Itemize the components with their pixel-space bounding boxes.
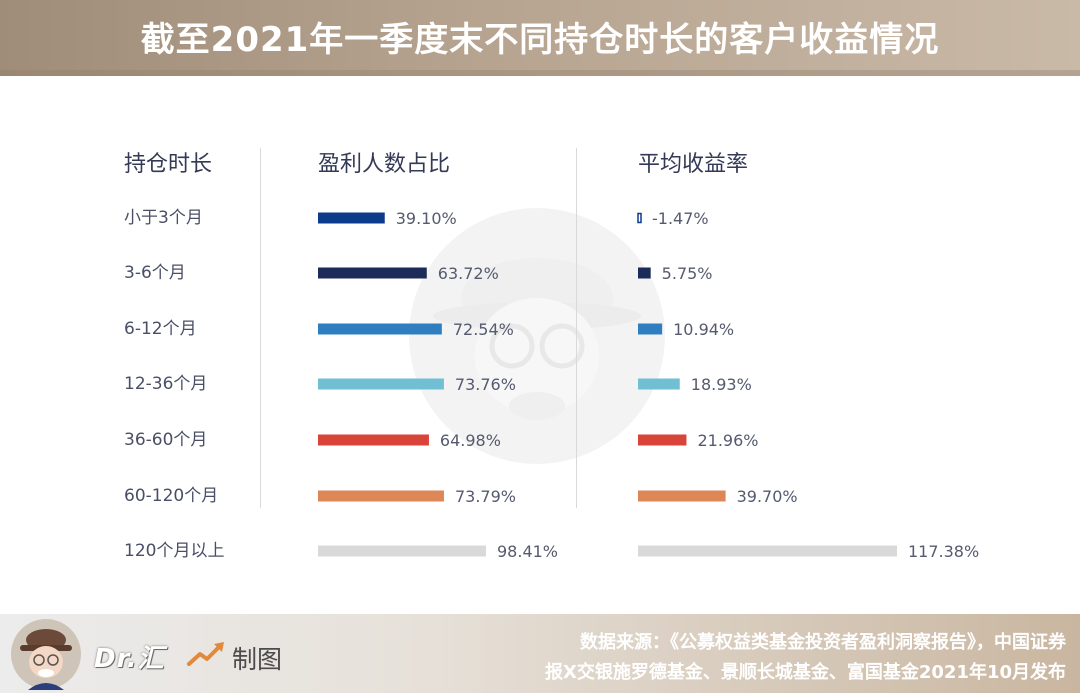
value-label-profit-ratio-2: 72.54% xyxy=(453,320,514,339)
brand-name: Dr.汇 xyxy=(94,644,165,674)
bar-profit-ratio-0 xyxy=(318,212,385,224)
bar-avg-return-4 xyxy=(638,434,687,446)
bar-profit-ratio-1 xyxy=(318,267,427,279)
bar-avg-return-5 xyxy=(638,490,726,502)
value-label-profit-ratio-4: 64.98% xyxy=(440,431,501,450)
value-label-profit-ratio-0: 39.10% xyxy=(396,209,457,228)
source-line-1: 数据来源：《公募权益类基金投资者盈利洞察报告》，中国证券 xyxy=(580,632,1066,653)
footer-bar: Dr.汇 制图 数据来源：《公募权益类基金投资者盈利洞察报告》，中国证券 报X交… xyxy=(0,614,1080,693)
value-label-avg-return-6: 117.38% xyxy=(908,542,979,561)
bar-profit-ratio-4 xyxy=(318,434,429,446)
value-label-profit-ratio-3: 73.76% xyxy=(455,375,516,394)
bar-avg-return-0 xyxy=(637,212,642,224)
avatar-icon xyxy=(11,619,81,690)
column-header-duration: 持仓时长 xyxy=(124,152,213,177)
divider-right xyxy=(576,148,577,508)
bar-profit-ratio-5 xyxy=(318,490,444,502)
row-label-1: 3-6个月 xyxy=(124,263,186,283)
value-label-avg-return-5: 39.70% xyxy=(737,487,798,506)
bar-avg-return-1 xyxy=(638,267,651,279)
bar-chart: 39.10% 63.72% 72.54% 73.76% 64.98% 73.79% 98.4… xyxy=(318,209,979,561)
column-header-avg-return: 平均收益率 xyxy=(638,152,749,177)
header-bar: 截至2021年一季度末不同持仓时长的客户收益情况 xyxy=(0,0,1080,76)
column-header-profit-ratio: 盈利人数占比 xyxy=(318,152,451,177)
row-label-4: 36-60个月 xyxy=(124,430,208,450)
bar-avg-return-2 xyxy=(638,323,663,335)
divider-left xyxy=(260,148,261,508)
row-label-5: 60-120个月 xyxy=(124,486,219,506)
chart-title: 截至2021年一季度末不同持仓时长的客户收益情况 xyxy=(140,20,940,60)
bar-avg-return-6 xyxy=(638,545,897,557)
value-label-avg-return-2: 10.94% xyxy=(673,320,734,339)
value-label-profit-ratio-1: 63.72% xyxy=(438,264,499,283)
row-label-2: 6-12个月 xyxy=(124,319,197,339)
bar-avg-return-3 xyxy=(638,378,680,390)
watermark-logo xyxy=(409,208,665,464)
value-label-avg-return-0: -1.47% xyxy=(652,209,709,228)
source-note: 数据来源：《公募权益类基金投资者盈利洞察报告》，中国证券 报X交银施罗德基金、景… xyxy=(486,628,1066,688)
bar-profit-ratio-6 xyxy=(318,545,486,557)
header-shade xyxy=(0,70,1080,76)
bar-profit-ratio-2 xyxy=(318,323,442,335)
value-label-avg-return-3: 18.93% xyxy=(691,375,752,394)
row-label-6: 120个月以上 xyxy=(124,541,225,561)
source-line-2: 报X交银施罗德基金、景顺长城基金、富国基金2021年10月发布 xyxy=(544,662,1066,683)
value-label-profit-ratio-5: 73.79% xyxy=(455,487,516,506)
trend-arrow-icon xyxy=(187,642,224,666)
row-label-3: 12-36个月 xyxy=(124,374,208,394)
value-label-avg-return-4: 21.96% xyxy=(697,431,758,450)
made-by-label: 制图 xyxy=(232,645,283,674)
value-label-avg-return-1: 5.75% xyxy=(662,264,713,283)
bar-profit-ratio-3 xyxy=(318,378,444,390)
value-label-profit-ratio-6: 98.41% xyxy=(497,542,558,561)
row-label-0: 小于3个月 xyxy=(124,208,203,228)
